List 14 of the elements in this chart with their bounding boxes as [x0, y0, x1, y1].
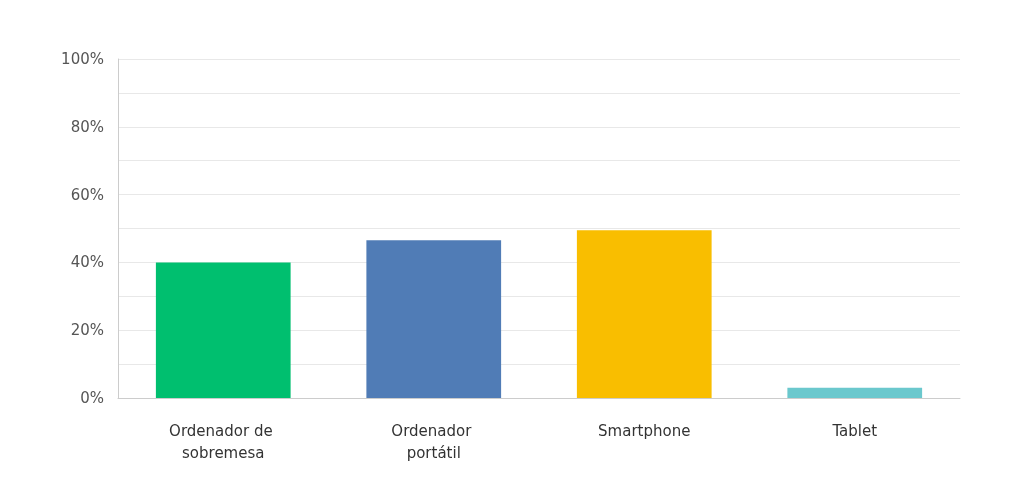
- x-tick-label: Ordenador de sobremesa: [169, 422, 278, 462]
- y-tick-label: 0%: [80, 389, 104, 407]
- y-tick-label: 80%: [70, 117, 104, 136]
- bar: [787, 387, 923, 398]
- x-tick-label: Ordenador portátil: [391, 422, 477, 462]
- y-tick-label: 60%: [70, 185, 104, 204]
- y-tick-label: 100%: [61, 50, 104, 68]
- x-tick-label: Tablet: [831, 422, 878, 440]
- bar: [576, 230, 712, 398]
- x-tick-label: Smartphone: [598, 422, 691, 440]
- y-tick-label: 40%: [70, 253, 104, 272]
- bar: [366, 240, 502, 398]
- bar: [155, 262, 291, 398]
- y-tick-label: 20%: [70, 321, 104, 340]
